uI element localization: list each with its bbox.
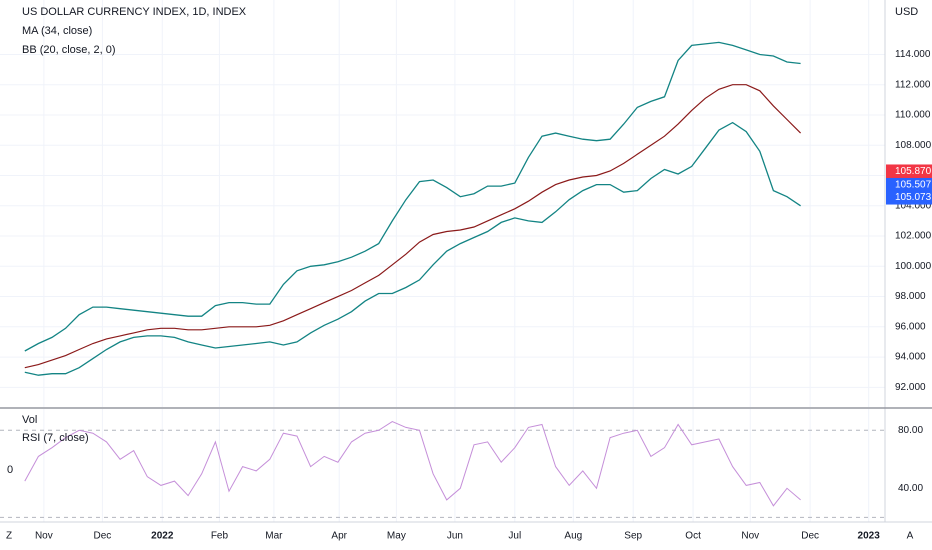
x-tick-label: May (387, 531, 406, 542)
y-tick-label: 80.00 (898, 425, 923, 436)
y-tick-label: 98.000 (895, 291, 926, 302)
legend-entry: MA (34, close) (22, 25, 92, 37)
y-tick-label: 100.000 (895, 261, 932, 272)
auto-scale-button[interactable]: A (907, 531, 914, 542)
legend-entry: RSI (7, close) (22, 432, 89, 444)
y-tick-label: 104.000 (895, 200, 932, 211)
y-tick-label: 102.000 (895, 231, 932, 242)
price-label-box (886, 190, 932, 205)
bb-lower-line (24, 121, 801, 376)
x-tick-label: Dec (801, 531, 819, 542)
rsi-line (24, 421, 801, 507)
x-tick-label: Jun (447, 531, 463, 542)
y-tick-label: 110.000 (895, 110, 931, 121)
bb-upper-line (24, 41, 801, 352)
y-tick-label: 40.00 (898, 483, 923, 494)
price-label-box (886, 164, 932, 179)
timezone-button[interactable]: Z (6, 531, 12, 542)
y-tick-label: 112.000 (895, 79, 931, 90)
y-tick-label: 108.000 (895, 140, 932, 151)
x-tick-label: Oct (685, 531, 701, 542)
axis-unit: USD (895, 6, 918, 18)
legend-entry: BB (20, close, 2, 0) (22, 44, 116, 56)
overlay: Nov Dec 2022 Feb Mar Apr May Jun Jul Aug Sep Oct Nov… (35, 49, 932, 542)
y-tick-label: 114.000 (895, 49, 931, 60)
x-tick-label: Nov (35, 531, 53, 542)
x-tick-label: 2022 (151, 531, 174, 542)
x-tick-label: Feb (211, 531, 229, 542)
x-tick-label: Nov (741, 531, 759, 542)
price-label-box (886, 177, 932, 192)
price-label: 105.507 (895, 180, 932, 191)
x-tick-label: Sep (624, 531, 642, 542)
x-tick-label: Aug (564, 531, 582, 542)
volume-label: Vol (22, 414, 37, 426)
price-label: 105.870 (895, 166, 932, 177)
x-tick-label: 2023 (858, 531, 881, 542)
y-tick-label: 94.000 (895, 352, 926, 363)
x-tick-label: Dec (93, 531, 111, 542)
x-tick-label: Jul (508, 531, 521, 542)
ma-line (24, 84, 802, 369)
chart-title: US DOLLAR CURRENCY INDEX, 1D, INDEX (22, 6, 247, 18)
price-label: 105.073 (895, 192, 932, 203)
y-tick-label: 92.000 (895, 382, 926, 393)
y-tick-label: 96.000 (895, 321, 926, 332)
x-tick-label: Mar (265, 531, 283, 542)
x-tick-label: Apr (331, 531, 347, 542)
plot (24, 41, 802, 507)
volume-value: 0 (7, 464, 13, 476)
